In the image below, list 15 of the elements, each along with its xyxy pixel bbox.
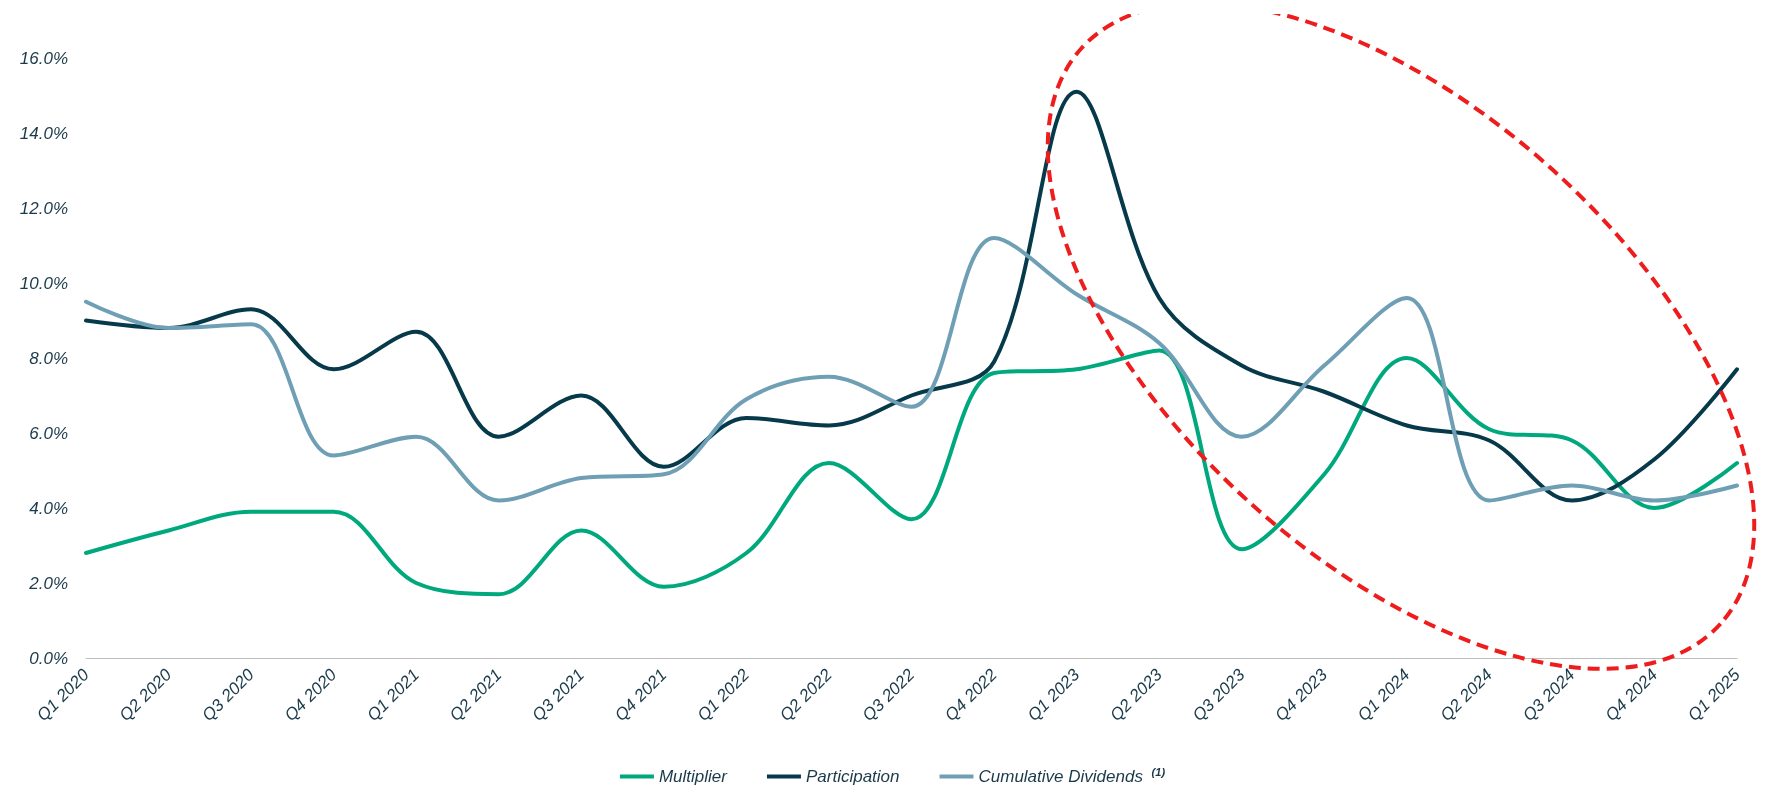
y-tick-label: 8.0% xyxy=(29,348,68,368)
line-series xyxy=(84,348,1739,597)
line-series xyxy=(84,236,1739,503)
y-tick-label: 2.0% xyxy=(28,573,68,593)
y-tick-label: 4.0% xyxy=(29,498,68,518)
legend-label: Cumulative Dividends (1) xyxy=(978,765,1166,786)
y-tick-label: 16.0% xyxy=(19,48,68,68)
legend-label: Participation xyxy=(805,767,900,786)
y-tick-label: 14.0% xyxy=(19,123,68,143)
legend-label: Multiplier xyxy=(658,767,729,786)
y-tick-label: 12.0% xyxy=(19,198,68,218)
y-tick-label: 10.0% xyxy=(19,273,68,293)
line-series xyxy=(84,89,1739,503)
y-tick-label: 0.0% xyxy=(29,648,68,668)
y-tick-label: 6.0% xyxy=(29,423,68,443)
